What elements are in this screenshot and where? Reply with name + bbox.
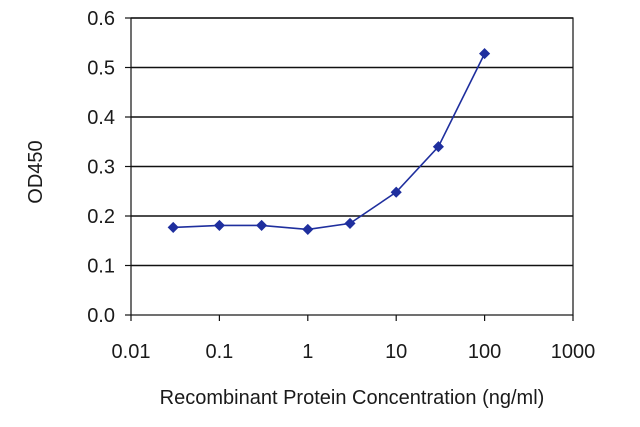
data-point [432,141,444,153]
grid-lines [131,17,573,267]
x-axis: 0.01 0.1 1 10 100 1000 [112,315,596,363]
data-point [256,219,268,231]
y-axis: 0.0 0.1 0.2 0.3 0.4 0.5 0.6 [87,8,131,327]
data-point [390,186,402,198]
data-point [479,48,491,60]
y-tick-label: 0.1 [87,256,115,278]
y-tick-label: 0.6 [87,8,115,30]
data-point [167,221,179,233]
data-point [213,219,225,231]
data-point [302,223,314,235]
series-line [173,53,486,231]
series-group [167,48,491,235]
y-tick-label: 0.3 [87,157,115,179]
y-tick-label: 0.4 [87,107,115,129]
y-tick-label: 0.5 [87,58,115,80]
x-tick-label: 1000 [551,341,596,363]
y-tick-label: 0.2 [87,206,115,228]
x-tick-label: 1 [302,341,313,363]
x-tick-label: 10 [385,341,407,363]
x-tick-label: 0.1 [205,341,233,363]
data-point [344,217,356,229]
x-tick-label: 100 [468,341,501,363]
y-tick-label: 0.0 [87,305,115,327]
x-axis-title: Recombinant Protein Concentration (ng/ml… [160,387,545,409]
y-axis-title: OD450 [25,140,47,203]
x-tick-label: 0.01 [112,341,151,363]
